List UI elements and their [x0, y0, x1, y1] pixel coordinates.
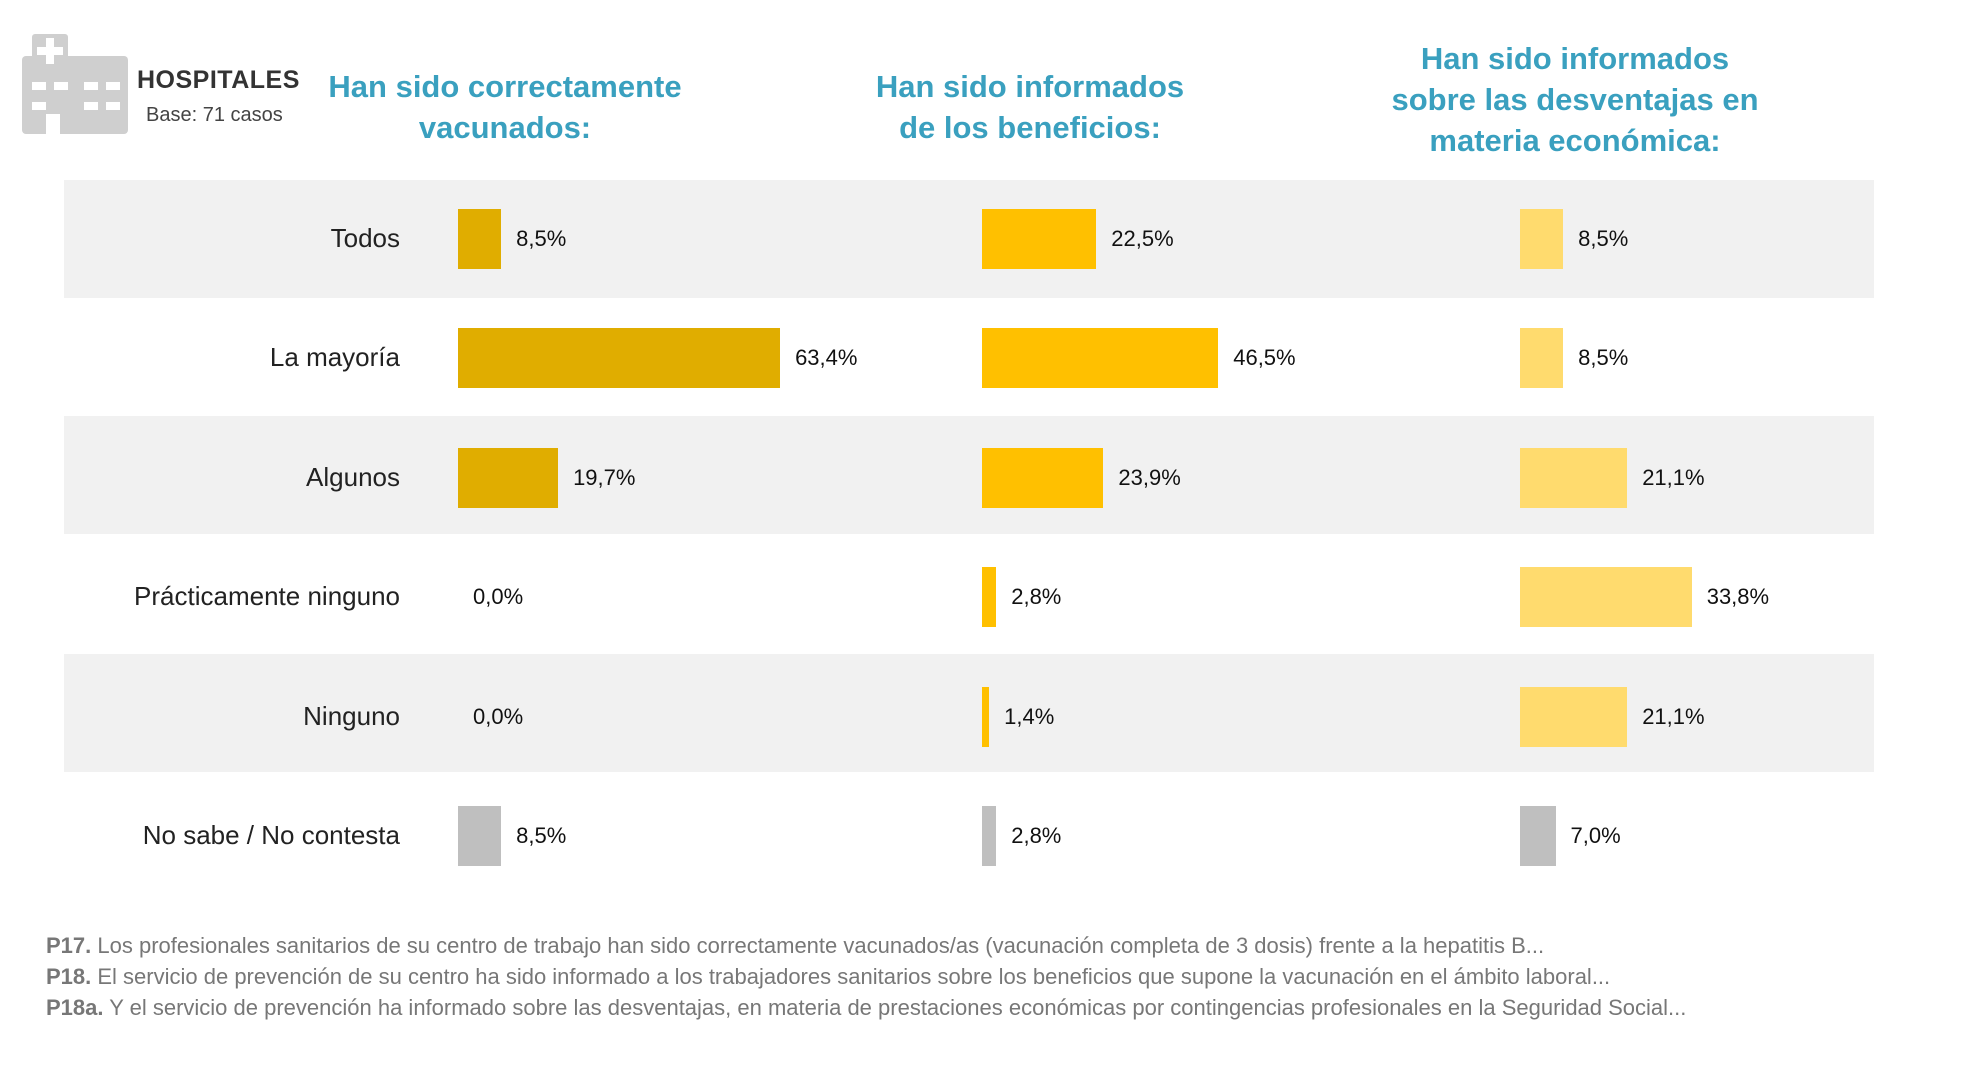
data-label: 8,5%	[1578, 226, 1629, 251]
footnote-p17: P17. Los profesionales sanitarios de su …	[46, 933, 1545, 958]
bar	[1520, 328, 1564, 388]
data-label: 8,5%	[1578, 345, 1629, 370]
bar	[982, 328, 1219, 388]
bar	[982, 806, 997, 866]
data-label: 63,4%	[795, 345, 858, 370]
bar	[1520, 209, 1564, 269]
data-label: 19,7%	[573, 465, 636, 490]
footnote-p18: P18. El servicio de prevención de su cen…	[46, 964, 1611, 989]
bar	[1520, 687, 1628, 747]
category-label: La mayoría	[269, 342, 400, 372]
data-label: 7,0%	[1570, 823, 1621, 848]
data-label: 8,5%	[516, 226, 567, 251]
data-label: 2,8%	[1011, 823, 1062, 848]
series-title-1: Han sido correctamente vacunados:	[328, 69, 682, 145]
bar	[982, 209, 1097, 269]
bar	[982, 567, 997, 627]
row-band	[64, 180, 1874, 298]
bar	[1520, 806, 1556, 866]
data-label: 21,1%	[1642, 704, 1705, 729]
bar	[982, 448, 1104, 508]
data-label: 22,5%	[1111, 226, 1174, 251]
footnotes: P17. Los profesionales sanitarios de su …	[46, 930, 1946, 1023]
hospital-building-icon	[22, 34, 128, 134]
series-title-2: Han sido informados de los beneficios:	[875, 69, 1185, 145]
data-label: 46,5%	[1233, 345, 1296, 370]
data-label: 0,0%	[473, 584, 524, 609]
data-label: 23,9%	[1118, 465, 1181, 490]
data-label: 33,8%	[1706, 584, 1770, 609]
bar	[458, 806, 502, 866]
data-label: 21,1%	[1642, 465, 1705, 490]
category-label: Algunos	[306, 462, 400, 492]
header-block: HOSPITALES Base: 71 casos	[22, 30, 302, 140]
bar-chart: Todos La mayoría Algunos Prácticamente ning…	[134, 209, 1770, 866]
bar	[1520, 448, 1628, 508]
series-title-3: Han sido informados sobre las desventaja…	[1391, 41, 1759, 158]
data-label: 2,8%	[1011, 584, 1062, 609]
data-label: 8,5%	[516, 823, 567, 848]
category-label: Todos	[330, 223, 400, 253]
bar	[982, 687, 990, 747]
data-label: 0,0%	[473, 704, 524, 729]
category-label: Prácticamente ninguno	[134, 581, 400, 611]
footnote-p18a: P18a. Y el servicio de prevención ha inf…	[46, 995, 1687, 1020]
category-label: No sabe / No contesta	[142, 820, 400, 850]
header-title: HOSPITALES	[137, 66, 300, 94]
data-label: 1,4%	[1004, 704, 1055, 729]
bar	[458, 328, 781, 388]
header-base: Base: 71 casos	[146, 104, 283, 126]
bar	[1520, 567, 1692, 627]
bar	[458, 209, 502, 269]
bar	[458, 448, 559, 508]
category-label: Ninguno	[303, 701, 400, 731]
